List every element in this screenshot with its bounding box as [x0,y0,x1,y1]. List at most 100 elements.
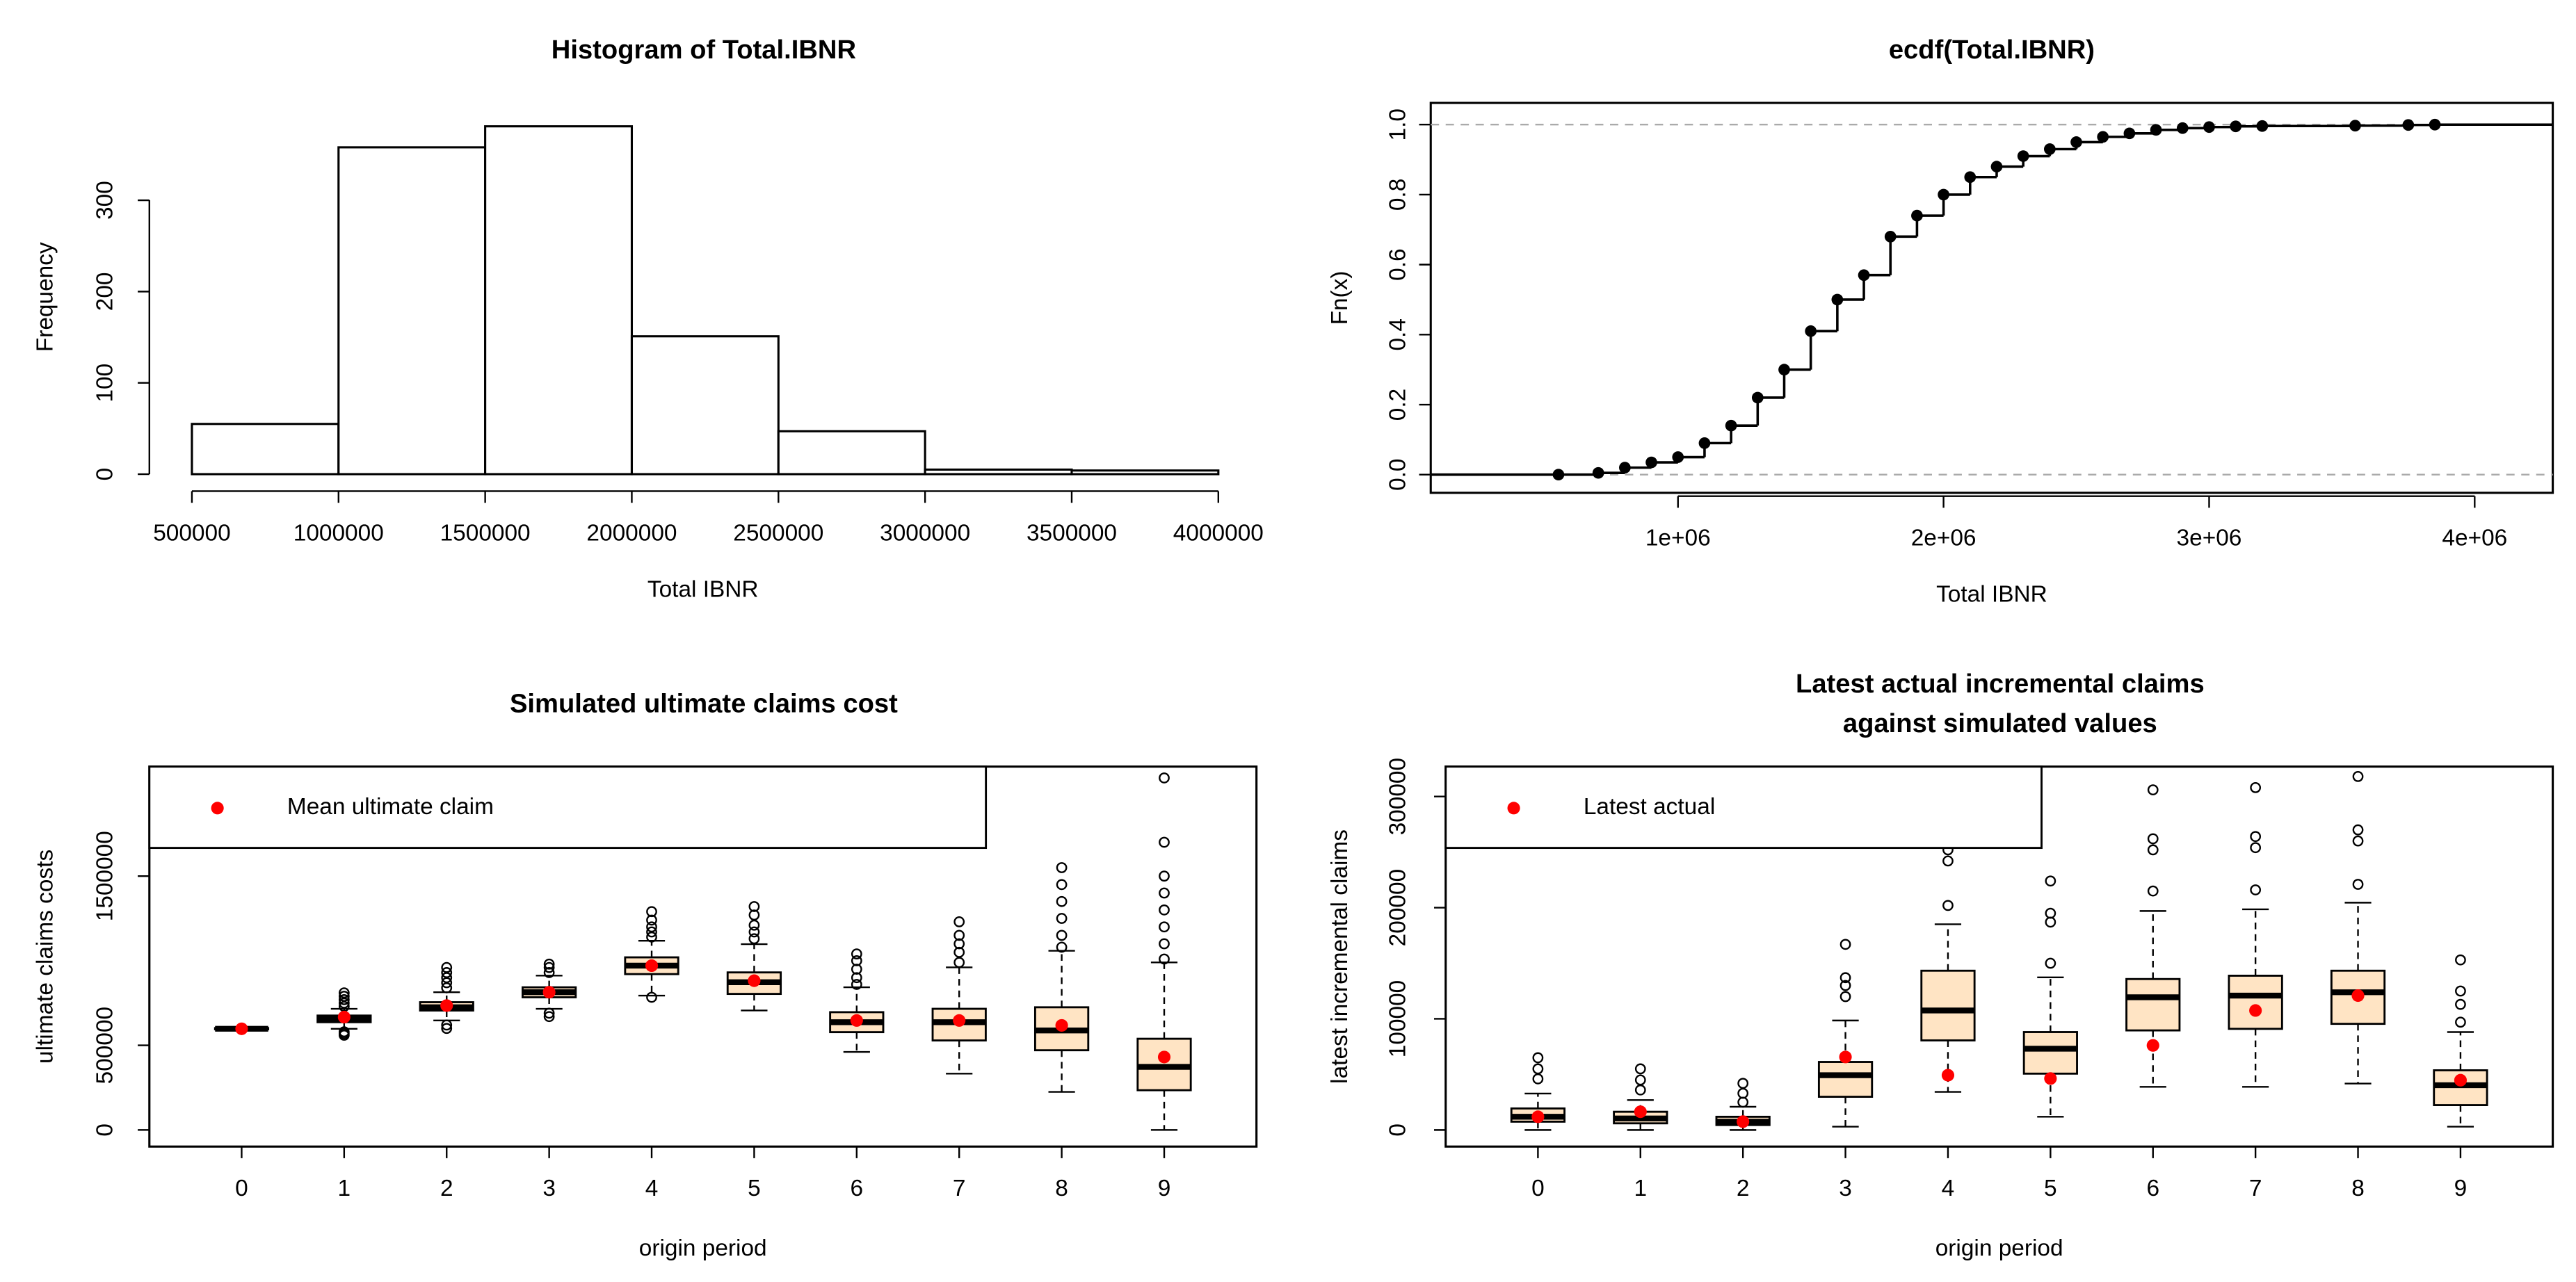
ecdf-point [1858,269,1870,282]
x-tick-label: 0 [235,1176,248,1201]
outlier [748,933,760,945]
ecdf-point [1964,171,1977,184]
outlier [1056,895,1068,907]
y-tick-label: 500000 [92,1007,118,1084]
y-tick-label: 0.6 [1385,248,1411,280]
x-tick-label: 8 [2351,1176,2365,1201]
ecdf-point [2230,120,2242,133]
x-tick-label: 1000000 [293,520,384,546]
x-axis-label: Total IBNR [1936,582,2047,608]
y-tick-label: 200 [92,273,118,311]
y-axis-label: Frequency [33,242,58,352]
outlier [646,921,657,933]
y-tick-label: 0.4 [1385,318,1411,350]
ecdf-point [2176,122,2189,134]
ecdf-point [1990,161,2003,173]
x-tick-label: 5 [748,1176,761,1201]
x-tick-label: 6 [851,1176,864,1201]
outlier [1056,862,1068,873]
legend-box [1444,765,2043,850]
outlier [646,906,657,918]
outlier [1840,939,1851,950]
y-tick-label: 0 [92,1123,118,1137]
outlier [1159,772,1170,784]
outlier [646,931,657,943]
y-tick-label: 1500000 [92,831,118,921]
x-tick-label: 1500000 [440,520,531,546]
outlier [953,916,965,927]
bar [630,335,780,476]
outlier [2250,782,2262,793]
outlier [543,1011,555,1023]
outlier [1532,1063,1544,1075]
outlier [1840,972,1851,984]
x-tick-label: 1e+06 [1645,526,1711,551]
outlier [543,962,555,973]
x-tick-label: 2 [1737,1176,1750,1201]
outlier [2045,907,2056,919]
outlier [2147,833,2159,845]
outlier [543,1007,555,1019]
outlier [1942,855,1954,867]
ecdf-point [2402,119,2415,131]
ecdf-point [2429,118,2441,131]
outlier [1634,1074,1646,1086]
outlier [2455,1016,2466,1028]
y-tick-label: 0 [92,468,118,481]
ecdf-point [2203,121,2215,133]
outlier [2455,998,2466,1010]
outlier [851,955,862,966]
ecdf-point [1725,419,1737,432]
y-tick-label: 0 [1385,1123,1411,1137]
ecdf-point [1938,188,1949,201]
mean-point [1634,1105,1647,1119]
y-tick-label: 1.0 [1385,108,1411,140]
outlier [851,948,862,960]
outlier [2147,844,2159,856]
outlier [1056,913,1068,924]
ecdf-point [2349,120,2361,132]
chart-title: Latest actual incremental claims [1796,669,2205,699]
chart-title: ecdf(Total.IBNR) [1889,35,2095,65]
mean-point [1531,1110,1545,1123]
ecdf-point [2097,131,2109,143]
ecdf-point [1751,391,1764,404]
outlier [2250,831,2262,843]
outlier [441,1019,453,1031]
outlier [441,967,453,978]
mean-point [748,974,761,987]
mean-point [235,1022,248,1035]
mean-point [337,1010,351,1024]
y-tick-label: 0.0 [1385,458,1411,490]
mean-point [542,986,556,999]
ecdf-point [2150,124,2162,136]
mean-point [2044,1072,2057,1085]
outlier [2352,771,2364,782]
outlier [646,926,657,938]
ecdf-point [1698,437,1711,449]
outlier [543,958,555,970]
box [2022,1031,2078,1075]
bar [191,423,340,476]
mean-point [1839,1050,1852,1064]
y-axis-label: Fn(x) [1327,270,1353,325]
ecdf-point [1778,364,1790,376]
x-tick-label: 1 [338,1176,351,1201]
x-tick-label: 3 [1839,1176,1852,1201]
mean-point [440,999,453,1012]
legend-marker [1507,802,1520,815]
bar [484,125,634,476]
ecdf-point [1672,451,1684,463]
mean-point [2249,1004,2262,1017]
x-tick-label: 4e+06 [2442,526,2507,551]
chart-title: against simulated values [1843,708,2157,738]
outlier [338,1030,350,1041]
y-tick-label: 0.2 [1385,389,1411,421]
y-tick-label: 0.8 [1385,179,1411,211]
y-axis-label: ultimate claims costs [33,850,58,1064]
ecdf-point [1911,209,1923,222]
box [1817,1061,1874,1098]
x-tick-label: 2 [440,1176,453,1201]
outlier [1840,980,1851,991]
outlier [441,1023,453,1034]
